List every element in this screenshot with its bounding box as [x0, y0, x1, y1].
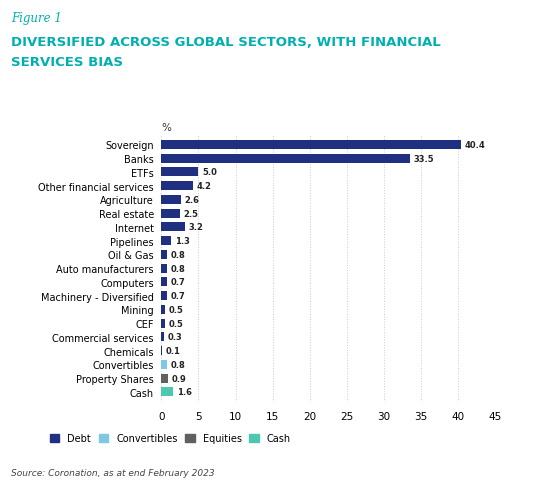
Text: 0.8: 0.8 [171, 264, 186, 273]
Bar [161, 291, 167, 301]
Text: 2.5: 2.5 [183, 209, 199, 218]
Text: 0.7: 0.7 [171, 291, 185, 301]
Bar [161, 237, 171, 246]
Bar [161, 319, 165, 328]
Bar [161, 360, 167, 369]
Bar [161, 182, 193, 191]
Text: 33.5: 33.5 [413, 154, 434, 163]
Text: 3.2: 3.2 [189, 223, 204, 232]
Bar [161, 333, 164, 342]
Text: 1.3: 1.3 [175, 237, 189, 246]
Text: Source: Coronation, as at end February 2023: Source: Coronation, as at end February 2… [11, 468, 214, 477]
Text: %: % [161, 123, 171, 133]
Bar [161, 374, 168, 383]
Bar [161, 264, 167, 273]
Text: 2.6: 2.6 [185, 196, 200, 205]
Text: 0.8: 0.8 [171, 360, 186, 369]
Bar [161, 388, 173, 396]
Text: DIVERSIFIED ACROSS GLOBAL SECTORS, WITH FINANCIAL: DIVERSIFIED ACROSS GLOBAL SECTORS, WITH … [11, 36, 441, 49]
Text: 0.1: 0.1 [166, 347, 181, 355]
Bar [161, 154, 410, 163]
Bar [161, 141, 461, 150]
Bar [161, 168, 199, 177]
Bar [161, 223, 185, 232]
Text: 5.0: 5.0 [202, 168, 217, 177]
Text: 0.9: 0.9 [172, 374, 187, 383]
Bar [161, 347, 162, 355]
Text: 1.6: 1.6 [177, 388, 192, 396]
Bar [161, 278, 167, 287]
Text: 0.5: 0.5 [169, 305, 183, 314]
Bar [161, 250, 167, 259]
Text: 0.3: 0.3 [167, 333, 182, 342]
Bar [161, 305, 165, 314]
Text: 0.7: 0.7 [171, 278, 185, 287]
Bar [161, 196, 181, 204]
Text: 4.2: 4.2 [196, 182, 211, 191]
Text: Figure 1: Figure 1 [11, 12, 62, 25]
Text: 40.4: 40.4 [465, 141, 485, 150]
Text: 0.8: 0.8 [171, 250, 186, 259]
Bar [161, 209, 180, 218]
Text: 0.5: 0.5 [169, 319, 183, 328]
Text: SERVICES BIAS: SERVICES BIAS [11, 56, 123, 69]
Legend: Debt, Convertibles, Equities, Cash: Debt, Convertibles, Equities, Cash [49, 433, 291, 443]
